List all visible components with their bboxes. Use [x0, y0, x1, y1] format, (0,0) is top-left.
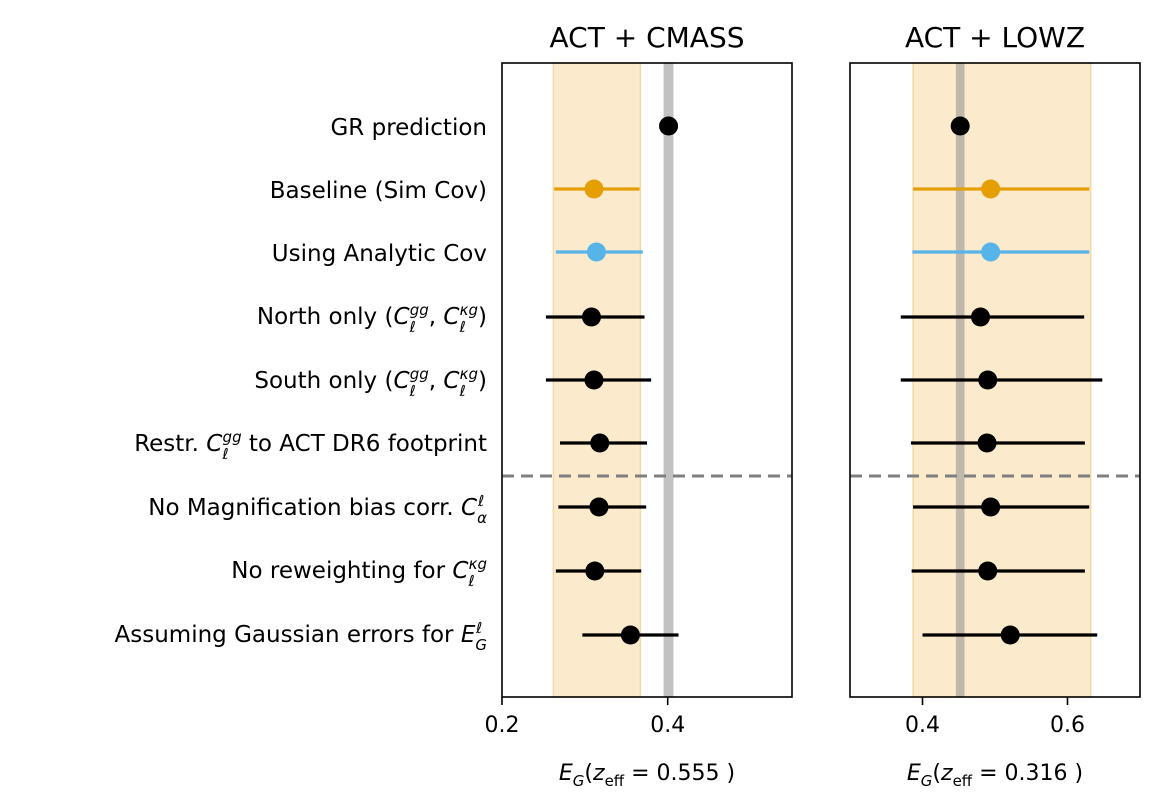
- data-point-1-3: [971, 307, 990, 327]
- panel-act-lowz: ACT + LOWZ 0.4 0.6 EG(zeff = 0.316 ): [849, 21, 1141, 790]
- panel-title-cmass: ACT + CMASS: [550, 21, 745, 54]
- data-point-0-1: [584, 179, 604, 199]
- data-point-1-1: [981, 179, 1001, 199]
- row-label-no-magnification: No Magnification bias corr. Cαℓ: [148, 492, 487, 527]
- data-point-0-4: [584, 370, 604, 390]
- panel-title-lowz: ACT + LOWZ: [905, 21, 1085, 54]
- data-point-1-8: [1000, 625, 1020, 645]
- data-point-0-8: [620, 625, 640, 645]
- axes-frame-lowz: [849, 62, 1141, 698]
- row-labels: GR prediction Baseline (Sim Cov) Using A…: [115, 115, 488, 654]
- data-point-1-7: [978, 561, 998, 581]
- row-label-south-only: South only (Cℓgg, Cℓκg): [254, 365, 487, 400]
- xtick-label-1-0: 0.4: [905, 713, 940, 738]
- row-label-baseline: Baseline (Sim Cov): [270, 178, 487, 204]
- row-label-gaussian-errors: Assuming Gaussian errors for EGℓ: [115, 619, 487, 654]
- data-point-1-6: [981, 497, 1001, 517]
- data-point-0-0: [659, 116, 679, 136]
- data-point-1-2: [981, 242, 1001, 262]
- xtick-label-0-1: 0.4: [650, 713, 685, 738]
- data-point-1-0: [950, 116, 970, 136]
- data-point-0-6: [589, 497, 609, 517]
- data-point-0-5: [590, 433, 610, 453]
- data-point-0-3: [581, 307, 601, 327]
- xtick-label-0-0: 0.2: [485, 713, 520, 738]
- row-label-no-reweighting: No reweighting for Cℓκg: [231, 555, 487, 590]
- row-label-north-only: North only (Cℓgg, Cℓκg): [257, 301, 487, 336]
- axes-frame-cmass: [501, 62, 793, 698]
- xlabel-lowz: EG(zeff = 0.316 ): [907, 761, 1083, 790]
- data-point-0-2: [586, 242, 606, 262]
- data-point-0-7: [585, 561, 605, 581]
- xlabel-cmass: EG(zeff = 0.555 ): [559, 761, 735, 790]
- row-label-analytic-cov: Using Analytic Cov: [272, 241, 487, 267]
- data-point-1-4: [978, 370, 998, 390]
- data-point-1-5: [977, 433, 997, 453]
- row-label-gr-prediction: GR prediction: [330, 115, 487, 141]
- panel-act-cmass: ACT + CMASS 0.2 0.4 EG(zeff = 0.555 ): [485, 21, 793, 790]
- gr-band-0: [663, 63, 674, 697]
- row-label-restr-act-dr6: Restr. Cℓgg to ACT DR6 footprint: [134, 428, 487, 463]
- xtick-label-1-1: 0.6: [1050, 713, 1085, 738]
